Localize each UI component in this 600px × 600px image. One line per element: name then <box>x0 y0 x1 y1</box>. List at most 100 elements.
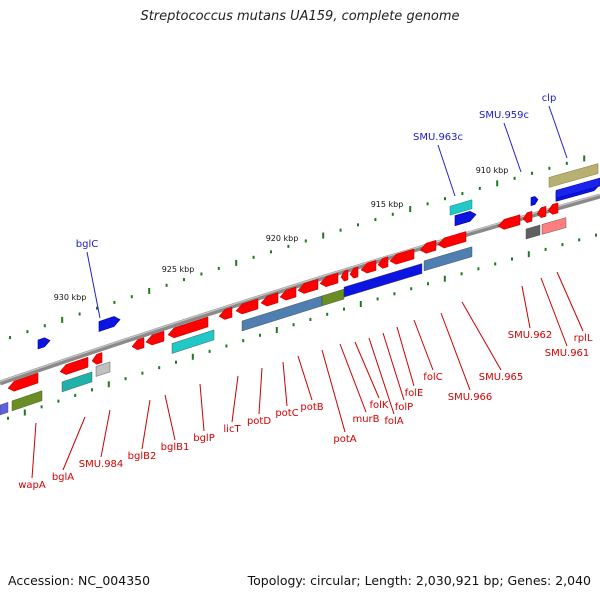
reverse-gene-arrow <box>7 372 39 392</box>
reverse-feature-band <box>11 390 43 412</box>
reverse-feature-band <box>171 329 215 354</box>
label-bglB1: bglB1 <box>161 442 190 453</box>
label-SMU.966: SMU.966 <box>448 392 493 403</box>
reverse-feature-band <box>343 263 423 298</box>
leader-bglB2 <box>141 399 151 450</box>
leader-wapA <box>31 422 37 479</box>
leader-SMU.966 <box>440 312 471 391</box>
label-folP: folP <box>395 402 413 413</box>
reverse-gene-arrow <box>260 292 279 307</box>
forward-strand-genes <box>37 181 600 350</box>
reverse-gene-arrow <box>279 286 297 301</box>
label-potD: potD <box>247 416 271 427</box>
label-SMU.961: SMU.961 <box>545 348 590 359</box>
reverse-gene-arrow <box>377 256 389 269</box>
reverse-gene-arrow <box>349 266 359 279</box>
label-bglC: bglC <box>76 239 98 250</box>
leader-folP <box>382 332 405 401</box>
reverse-feature-band <box>321 288 345 307</box>
label-folE: folE <box>405 388 424 399</box>
scale-ticks: 930 kbp 925 kbp 920 kbp 915 kbp 910 kbp <box>7 155 597 420</box>
reverse-gene-arrow <box>131 337 145 351</box>
reverse-gene-arrow <box>536 205 547 218</box>
reverse-feature-band <box>423 246 473 272</box>
reverse-gene-arrow <box>437 231 467 249</box>
label-folK: folK <box>370 400 389 411</box>
reverse-feature-band <box>61 371 93 393</box>
leader-folC <box>413 319 434 371</box>
leader-bglA <box>62 416 86 471</box>
reverse-feature-band <box>0 402 9 416</box>
reverse-gene-arrow <box>145 330 165 346</box>
label-folC: folC <box>423 372 442 383</box>
label-leader-lines <box>31 105 584 479</box>
label-SMU.962: SMU.962 <box>508 330 553 341</box>
reverse-gene-arrow <box>218 306 233 320</box>
map-title: Streptococcus mutans UA159, complete gen… <box>140 9 460 24</box>
label-licT: licT <box>223 424 241 435</box>
leader-SMU.963c <box>437 144 456 197</box>
leader-bglC <box>86 251 101 319</box>
leader-SMU.962 <box>521 285 531 329</box>
label-SMU.965: SMU.965 <box>479 372 524 383</box>
reverse-feature-band <box>95 361 111 377</box>
feature-clp <box>548 163 599 188</box>
reverse-feature-band <box>525 224 541 240</box>
leader-SMU.959c <box>503 122 522 173</box>
leader-licT <box>231 375 239 423</box>
leader-bglB1 <box>164 394 176 441</box>
reverse-strand-genes <box>7 202 559 392</box>
reverse-strand-features <box>0 217 567 416</box>
feature-SMU963c <box>449 199 473 216</box>
label-potB: potB <box>300 402 323 413</box>
reverse-feature-band <box>541 217 567 235</box>
leader-folE <box>396 326 415 387</box>
leader-clp <box>548 105 568 159</box>
label-murB: murB <box>352 414 379 425</box>
leader-folK <box>354 341 380 399</box>
label-clp: clp <box>542 93 557 104</box>
scale-label: 930 kbp <box>54 293 87 302</box>
label-wapA: wapA <box>18 480 46 491</box>
forward-strand-features <box>449 163 600 216</box>
leader-SMU.965 <box>461 301 502 371</box>
scale-label: 920 kbp <box>266 234 299 243</box>
leader-folA <box>368 337 395 415</box>
label-SMU.984: SMU.984 <box>79 459 124 470</box>
reverse-gene-arrow <box>522 210 533 223</box>
reverse-gene-arrow <box>419 239 437 254</box>
leader-rplL <box>556 271 584 332</box>
label-SMU.963c: SMU.963c <box>413 132 463 143</box>
accession-text: Accession: NC_004350 <box>8 573 151 588</box>
leader-potD <box>258 367 263 415</box>
genome-summary-text: Topology: circular; Length: 2,030,921 bp… <box>247 573 591 588</box>
gene-SMU963c <box>454 210 477 227</box>
gene-bglC-2 <box>98 316 121 332</box>
scale-label: 915 kbp <box>371 200 404 209</box>
gene-bglC <box>37 337 51 350</box>
label-SMU.959c: SMU.959c <box>479 110 529 121</box>
label-bglA: bglA <box>52 472 74 483</box>
leader-SMU.984 <box>100 409 111 458</box>
scale-label: 910 kbp <box>476 166 509 175</box>
label-bglB2: bglB2 <box>128 451 157 462</box>
leader-murB <box>339 343 367 413</box>
reverse-gene-arrow <box>497 214 521 230</box>
leader-SMU.961 <box>540 277 568 347</box>
leader-bglP <box>199 383 205 432</box>
label-rplL: rplL <box>574 333 593 344</box>
label-potC: potC <box>275 408 298 419</box>
feature-clp-2 <box>555 177 600 199</box>
scale-label: 925 kbp <box>162 265 195 274</box>
reverse-gene-arrow <box>297 278 319 294</box>
reverse-gene-arrow <box>167 316 209 339</box>
gene-SMU959c <box>530 196 539 206</box>
reverse-gene-arrow <box>547 202 559 215</box>
reverse-gene-arrow <box>235 298 259 315</box>
gene-labels: bglC SMU.963c SMU.959c clp wapA bglA SMU.984 bg… <box>18 93 593 491</box>
leader-potA <box>321 349 346 433</box>
label-bglP: bglP <box>193 433 215 444</box>
reverse-gene-arrow <box>360 260 377 274</box>
reverse-gene-arrow <box>340 269 349 282</box>
label-folA: folA <box>384 416 403 427</box>
